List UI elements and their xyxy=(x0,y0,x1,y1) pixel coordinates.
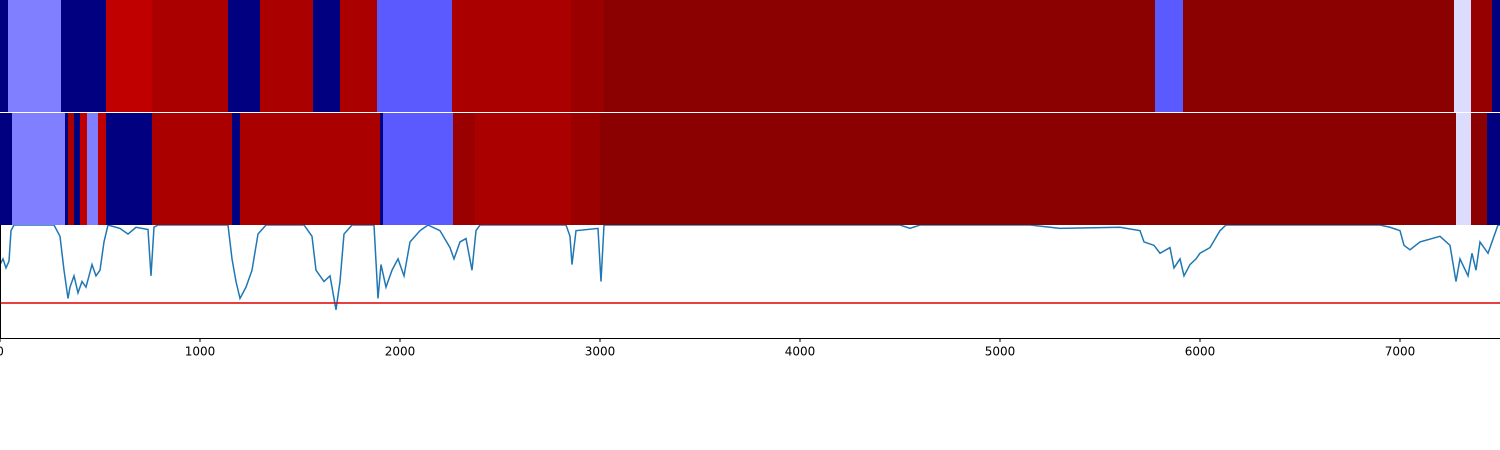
segment xyxy=(80,113,87,225)
segment xyxy=(1155,0,1183,112)
segment xyxy=(260,0,313,112)
segment xyxy=(1454,0,1471,112)
segment xyxy=(12,113,65,225)
segment xyxy=(571,113,600,225)
segment xyxy=(1487,113,1500,225)
segment xyxy=(1183,0,1454,112)
segment xyxy=(475,113,571,225)
segment xyxy=(87,113,98,225)
segment xyxy=(98,113,106,225)
segment xyxy=(152,113,232,225)
x-tick-label: 3000 xyxy=(585,345,616,359)
segment xyxy=(106,113,152,225)
x-tick-label: 1000 xyxy=(185,345,216,359)
segment xyxy=(1471,113,1487,225)
segment xyxy=(152,0,228,112)
segment xyxy=(1456,113,1471,225)
segment xyxy=(600,113,1456,225)
segment xyxy=(453,113,475,225)
x-tick-label: 4000 xyxy=(785,345,816,359)
segment xyxy=(228,0,260,112)
segment xyxy=(65,113,68,225)
x-tick-label: 2000 xyxy=(385,345,416,359)
x-tick-label: 6000 xyxy=(1185,345,1216,359)
x-tick-label: 0 xyxy=(0,345,4,359)
segment xyxy=(1471,0,1492,112)
segment xyxy=(0,0,8,112)
segment xyxy=(313,0,340,112)
segment xyxy=(377,0,452,112)
segment xyxy=(74,113,80,225)
segment xyxy=(240,113,380,225)
segment xyxy=(8,0,61,112)
segment xyxy=(571,0,604,112)
data-line xyxy=(0,225,1500,310)
x-tick-label: 7000 xyxy=(1385,345,1416,359)
segment xyxy=(380,113,383,225)
segment xyxy=(0,113,12,225)
segment xyxy=(232,113,240,225)
segment xyxy=(340,0,377,112)
segment xyxy=(68,113,74,225)
segment xyxy=(1492,0,1500,112)
x-tick-label: 5000 xyxy=(985,345,1016,359)
segment xyxy=(383,113,453,225)
segment xyxy=(61,0,106,112)
segment xyxy=(604,0,1155,112)
segment xyxy=(106,0,152,112)
segment xyxy=(452,0,571,112)
